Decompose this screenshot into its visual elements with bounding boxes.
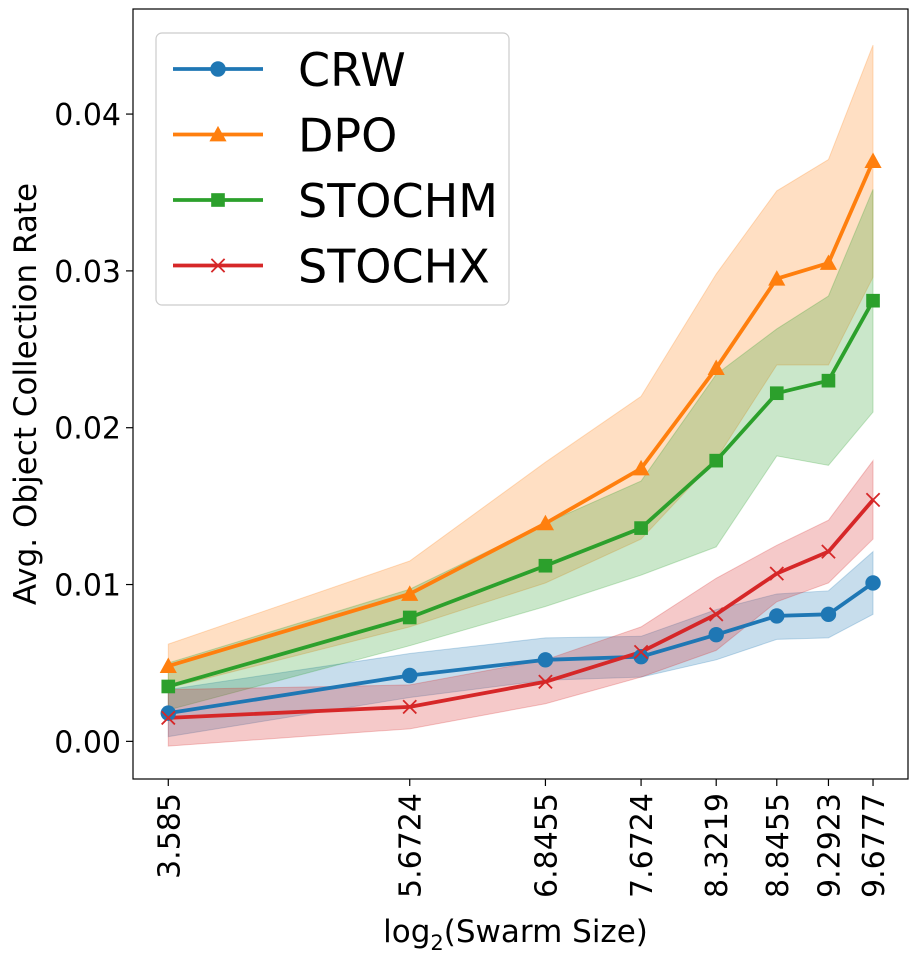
- point-stochx: [708, 607, 724, 622]
- point-dpo: [536, 514, 555, 531]
- legend-marker-stochm: [211, 193, 225, 207]
- x-axis-label-subscript: 2: [430, 931, 443, 955]
- y-tick-label: 0.04: [54, 98, 121, 133]
- y-tick-label: 0.02: [54, 412, 121, 447]
- y-axis-ticks: 0.00 0.01 0.02 0.03 0.04: [54, 98, 133, 760]
- point-crw: [537, 652, 554, 668]
- line-dpo: [167, 160, 875, 668]
- point-stochm: [538, 558, 553, 573]
- point-crw: [865, 575, 881, 591]
- point-stochx: [769, 566, 785, 581]
- point-crw: [820, 606, 837, 623]
- point-dpo: [768, 270, 786, 286]
- legend-label-crw: CRW: [298, 43, 406, 97]
- legend-label-stochx: STOCHX: [298, 240, 490, 294]
- point-dpo: [819, 254, 838, 270]
- x-axis-ticks: 3.585 5.6724 6.8455 7.6724 8.3219 8.8455 9.292…: [152, 779, 892, 898]
- point-dpo: [159, 657, 177, 673]
- legend-marker-crw: [210, 61, 226, 77]
- x-axis-label: log2(Swarm Size): [383, 914, 648, 955]
- point-stochm: [821, 373, 836, 388]
- x-tick-label: 6.8455: [529, 793, 564, 898]
- legend-marker-dpo: [209, 125, 227, 142]
- y-tick-label: 0.03: [54, 255, 121, 290]
- point-crw: [633, 648, 649, 665]
- point-stochm: [161, 679, 176, 694]
- legend-label-stochm: STOCHM: [298, 174, 498, 228]
- point-crw: [708, 627, 724, 643]
- x-tick-label: 5.6724: [394, 793, 429, 898]
- point-stochx: [161, 710, 176, 726]
- plot-frame: [132, 8, 909, 780]
- line-stochm: [167, 299, 875, 689]
- x-axis-label-prefix: log: [383, 914, 430, 950]
- point-stochx: [538, 674, 553, 690]
- band-crw: [167, 550, 874, 738]
- point-crw: [402, 667, 418, 684]
- point-dpo: [401, 585, 419, 601]
- legend-label-dpo: DPO: [298, 109, 397, 163]
- line-crw: [167, 581, 875, 716]
- band-dpo: [167, 44, 874, 689]
- x-tick-label: 7.6724: [625, 793, 660, 898]
- y-axis-label: Avg. Object Collection Rate: [8, 183, 44, 605]
- point-dpo: [864, 152, 882, 168]
- point-stochx: [402, 699, 417, 715]
- point-stochm: [709, 453, 724, 468]
- y-tick-label: 0.01: [54, 569, 121, 604]
- point-stochm: [769, 386, 784, 401]
- point-stochm: [866, 293, 880, 308]
- x-tick-label: 8.3219: [700, 793, 735, 898]
- point-dpo: [707, 359, 725, 375]
- legend-marker-stochx: [210, 258, 226, 273]
- x-axis-label-rest: (Swarm Size): [444, 914, 648, 950]
- series-lines: [167, 160, 875, 720]
- x-tick-label: 8.8455: [761, 793, 796, 898]
- point-stochm: [634, 521, 648, 535]
- y-tick-label: 0.00: [54, 725, 121, 760]
- x-tick-label: 3.585: [152, 793, 187, 879]
- point-crw: [160, 705, 176, 721]
- point-stochx: [865, 492, 881, 508]
- x-tick-label: 9.2923: [812, 793, 847, 898]
- legend: CRW DPO STOCHM STOCHX: [155, 32, 510, 306]
- point-stochm: [402, 610, 417, 625]
- legend-box: [155, 32, 510, 306]
- point-stochx: [821, 544, 836, 559]
- line-stochx: [168, 498, 875, 720]
- series-markers: [159, 152, 882, 726]
- point-dpo: [632, 459, 650, 476]
- x-tick-label: 9.6777: [857, 793, 892, 898]
- point-crw: [769, 608, 785, 624]
- point-stochx: [633, 644, 649, 660]
- band-stochm: [167, 189, 874, 711]
